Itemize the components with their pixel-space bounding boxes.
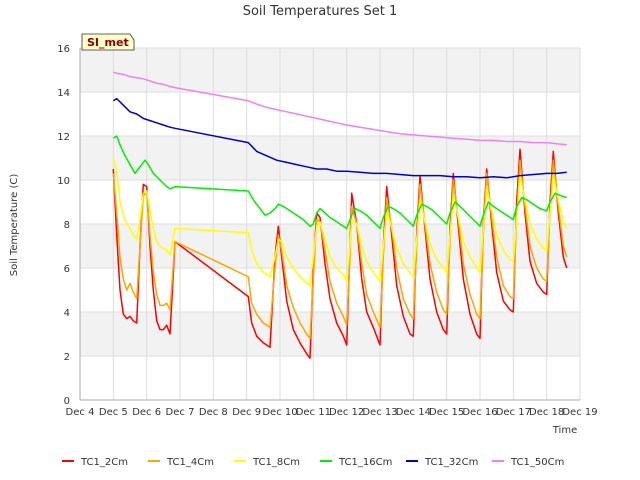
series-group: [112, 71, 568, 359]
x-tick-label: Dec 13: [362, 407, 397, 418]
legend: TC1_2Cm TC1_4Cm TC1_8Cm TC1_16Cm TC1_32Cm TC1…: [62, 457, 564, 468]
axes: 0 2 4 6 8 10 12 14 16 Dec 4 Dec 5 Dec 6 Dec 7 Dec 8 De…: [57, 44, 597, 418]
x-tick-label: Dec 5: [99, 407, 128, 418]
x-tick-label: Dec 17: [496, 407, 531, 418]
plot-band: [80, 136, 580, 180]
y-tick-label: 2: [64, 352, 70, 363]
x-tick-label: Dec 12: [329, 407, 364, 418]
plot-band: [80, 224, 580, 268]
x-tick-label: Dec 7: [166, 407, 195, 418]
y-tick-label: 16: [57, 44, 70, 55]
legend-label: TC1_50Cm: [510, 457, 564, 468]
x-tick-label: Dec 15: [429, 407, 464, 418]
series-line-tc1-16cm: [112, 135, 567, 230]
y-tick-label: 4: [64, 308, 70, 319]
y-tick-label: 12: [57, 132, 70, 143]
series-line-tc1-4cm: [112, 159, 568, 340]
site-label-box: SI_met: [81, 33, 135, 51]
legend-label: TC1_16Cm: [338, 457, 392, 468]
y-tick-label: 8: [64, 220, 70, 231]
legend-label: TC1_32Cm: [424, 457, 478, 468]
x-tick-label: Dec 14: [396, 407, 431, 418]
x-tick-label: Dec 9: [232, 407, 261, 418]
y-axis-label: Soil Temperature (C): [9, 174, 20, 277]
legend-label: TC1_2Cm: [80, 457, 128, 468]
site-label-badge: [81, 33, 135, 51]
legend-label: TC1_4Cm: [166, 457, 214, 468]
legend-label: TC1_8Cm: [252, 457, 300, 468]
chart-title: Soil Temperatures Set 1: [243, 4, 398, 19]
x-tick-label: Dec 16: [462, 407, 497, 418]
y-tick-label: 0: [64, 396, 70, 407]
site-label: SI_met: [87, 36, 129, 49]
x-tick-label: Dec 6: [132, 407, 161, 418]
plot-band: [80, 48, 580, 92]
x-tick-label: Dec 4: [66, 407, 95, 418]
x-tick-label: Dec 18: [529, 407, 564, 418]
series-line-tc1-50cm: [113, 71, 567, 146]
y-tick-label: 14: [57, 88, 70, 99]
plot-band: [80, 312, 580, 356]
x-tick-label: Dec 11: [296, 407, 331, 418]
y-tick-label: 6: [64, 264, 70, 275]
series-line-tc1-8cm: [112, 157, 568, 287]
series-line-tc1-32cm: [112, 97, 567, 179]
x-axis-label: Time: [552, 425, 577, 436]
x-tick-label: Dec 10: [262, 407, 297, 418]
x-tick-label: Dec 8: [199, 407, 228, 418]
x-tick-label: Dec 19: [562, 407, 597, 418]
y-tick-label: 10: [57, 176, 70, 187]
series-line-tc1-2cm: [112, 148, 568, 359]
